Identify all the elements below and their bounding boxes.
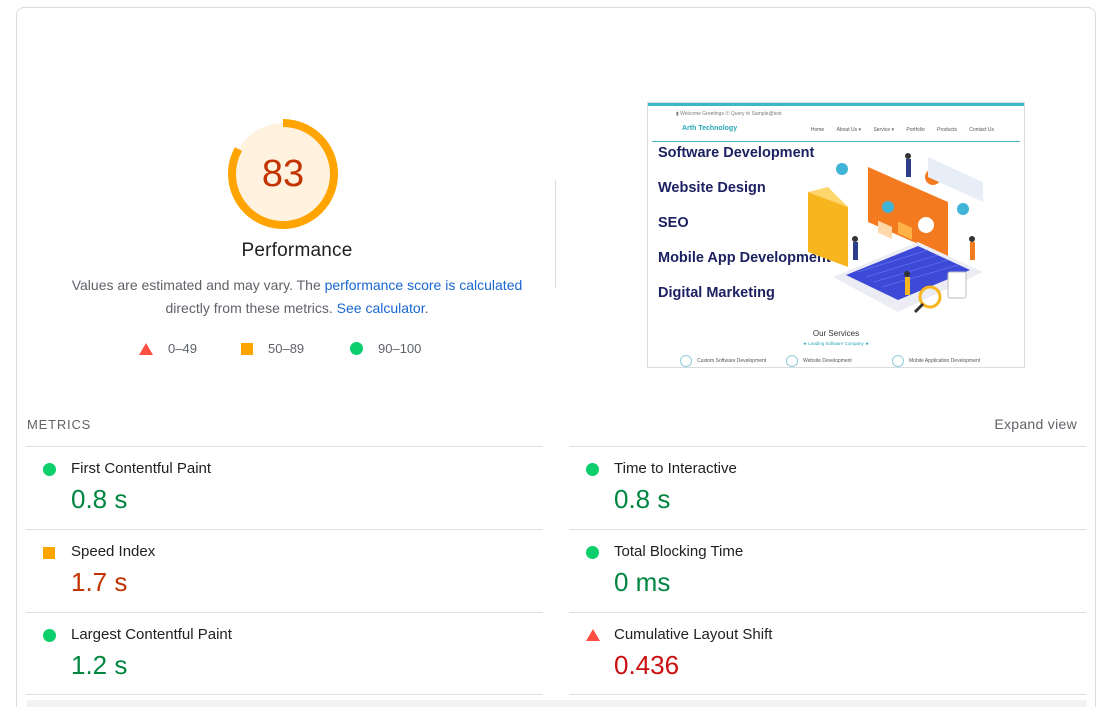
desc-middle: directly from these metrics. bbox=[165, 300, 337, 316]
site-nav-item: Contact Us bbox=[969, 127, 994, 133]
green-circle-icon bbox=[586, 463, 599, 476]
red-triangle-icon bbox=[586, 629, 600, 641]
metric-value: 0.436 bbox=[614, 650, 680, 680]
hero-item: Mobile App Development bbox=[658, 250, 831, 266]
service-icon bbox=[892, 355, 904, 367]
green-circle-icon bbox=[43, 629, 56, 642]
performance-gauge: 83 bbox=[223, 114, 343, 234]
services-title: Our Services bbox=[812, 329, 860, 338]
metric-name: Cumulative Layout Shift bbox=[614, 626, 773, 643]
site-nav-item: About Us ▾ bbox=[836, 127, 862, 133]
site-brand: Arth Technology bbox=[682, 125, 738, 132]
hero-item: Software Development bbox=[658, 145, 815, 161]
service-label: Custom Software Development bbox=[697, 358, 767, 364]
green-circle-icon bbox=[586, 546, 599, 559]
metric-speed-index: Speed Index 1.7 s bbox=[26, 529, 543, 613]
metric-largest-contentful-paint: Largest Contentful Paint 1.2 s bbox=[26, 612, 543, 696]
site-nav-item: Products bbox=[937, 127, 957, 133]
hero-item: SEO bbox=[658, 215, 689, 231]
legend-item-pass: 90–100 bbox=[350, 341, 421, 356]
site-nav-line bbox=[652, 141, 1020, 142]
metric-value: 1.2 s bbox=[71, 650, 128, 680]
metric-name: Speed Index bbox=[71, 543, 156, 560]
service-icon bbox=[680, 355, 692, 367]
services-subtitle: ★ Leading Software Company ★ bbox=[802, 341, 870, 346]
metric-name: Time to Interactive bbox=[614, 460, 737, 477]
service-item: Website Development bbox=[786, 355, 852, 367]
metrics-heading: METRICS bbox=[27, 417, 92, 432]
performance-report-card: 83 Performance Values are estimated and … bbox=[16, 7, 1096, 707]
legend-item-average: 50–89 bbox=[241, 341, 304, 356]
performance-score: 83 bbox=[261, 152, 305, 195]
site-nav-item: Home bbox=[810, 127, 825, 133]
site-topbar bbox=[648, 103, 1024, 106]
hero-item: Website Design bbox=[658, 180, 766, 196]
service-label: Mobile Application Development bbox=[909, 358, 981, 364]
performance-score-link[interactable]: performance score is calculated bbox=[324, 277, 523, 293]
gauge-title: Performance bbox=[241, 240, 353, 261]
score-legend: 0–49 50–89 90–100 bbox=[17, 341, 577, 361]
metric-cumulative-layout-shift: Cumulative Layout Shift 0.436 bbox=[569, 612, 1086, 696]
gauge-description: Values are estimated and may vary. The p… bbox=[47, 274, 547, 320]
desc-suffix: . bbox=[424, 300, 429, 316]
green-circle-icon bbox=[350, 342, 363, 355]
service-label: Website Development bbox=[803, 358, 852, 364]
service-item: Custom Software Development bbox=[680, 355, 766, 367]
metric-first-contentful-paint: First Contentful Paint 0.8 s bbox=[26, 446, 543, 530]
metric-name: Total Blocking Time bbox=[614, 543, 744, 560]
bottom-shade bbox=[27, 700, 1087, 707]
service-item: Mobile Application Development bbox=[892, 355, 980, 367]
legend-label: 50–89 bbox=[268, 341, 305, 356]
site-nav-item: Portfolio bbox=[906, 127, 925, 133]
service-icon bbox=[786, 355, 798, 367]
metric-value: 0 ms bbox=[614, 567, 671, 597]
metrics-divider bbox=[569, 694, 1086, 695]
metric-time-to-interactive: Time to Interactive 0.8 s bbox=[569, 446, 1086, 530]
orange-square-icon bbox=[241, 342, 253, 355]
site-nav: Home About Us ▾ Service ▾ Portfolio Prod… bbox=[800, 127, 994, 133]
metric-total-blocking-time: Total Blocking Time 0 ms bbox=[569, 529, 1086, 613]
site-info-bar: ▮ Welcome Greetings ✆ Query ✉ Sample@tes… bbox=[676, 111, 782, 117]
gauge-ring bbox=[228, 119, 338, 229]
legend-item-fail: 0–49 bbox=[139, 341, 197, 356]
legend-label: 0–49 bbox=[168, 341, 197, 356]
metric-value: 0.8 s bbox=[614, 484, 671, 514]
red-triangle-icon bbox=[139, 342, 153, 355]
metrics-divider bbox=[26, 694, 543, 695]
gauge-arc bbox=[228, 119, 338, 229]
metric-value: 1.7 s bbox=[71, 567, 128, 597]
isometric-laptop-illustration bbox=[808, 153, 983, 314]
orange-square-icon bbox=[43, 547, 55, 559]
final-screenshot[interactable]: ▮ Welcome Greetings ✆ Query ✉ Sample@tes… bbox=[647, 102, 1025, 368]
metric-value: 0.8 s bbox=[71, 484, 128, 514]
metric-name: First Contentful Paint bbox=[71, 460, 212, 477]
gauge-background bbox=[232, 123, 334, 225]
legend-label: 90–100 bbox=[378, 341, 422, 356]
site-nav-item: Service ▾ bbox=[873, 127, 895, 133]
expand-view-toggle[interactable]: Expand view bbox=[994, 416, 1077, 432]
vertical-divider bbox=[555, 180, 556, 288]
metric-name: Largest Contentful Paint bbox=[71, 626, 232, 643]
see-calculator-link[interactable]: See calculator bbox=[336, 300, 425, 316]
services-row: Custom Software Development Website Deve… bbox=[648, 353, 1024, 367]
desc-prefix: Values are estimated and may vary. The bbox=[71, 277, 325, 293]
green-circle-icon bbox=[43, 463, 56, 476]
hero-item: Digital Marketing bbox=[658, 285, 775, 301]
